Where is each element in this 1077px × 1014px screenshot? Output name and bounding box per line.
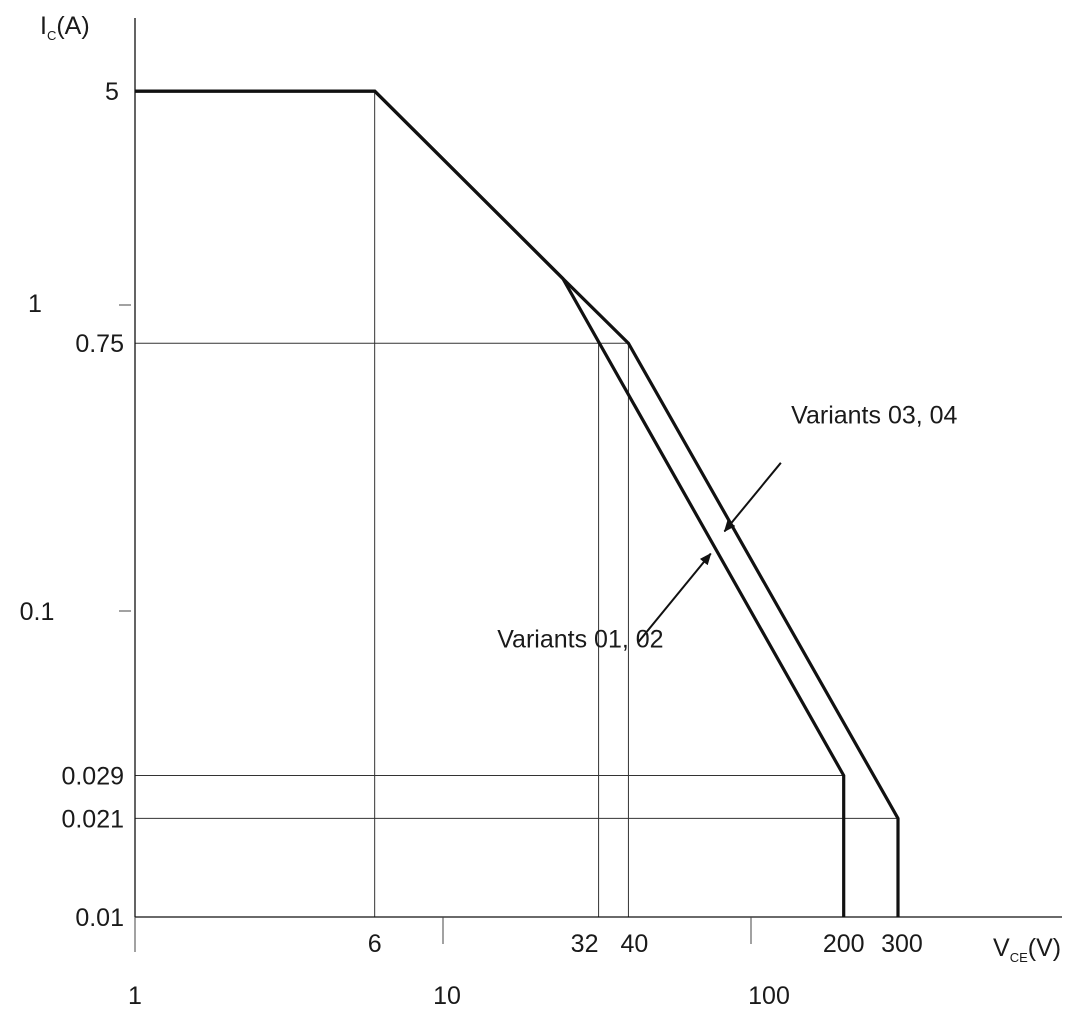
y-tick-label: 0.75 [75,330,124,358]
annotation-label: Variants 03, 04 [791,401,957,429]
series [135,89,900,917]
x-tick-label-decade: 100 [748,982,790,1010]
tick-labels: 5 1 0.75 0.1 0.029 0.021 0.01 6 32 40 200 300 1 10 100 [20,78,923,1010]
annotation-arrow [723,462,782,533]
y-tick-label: 0.01 [75,904,124,932]
x-tick-label: 6 [368,930,382,958]
y-tick-label: 0.029 [61,763,124,791]
y-tick-label: 0.1 [20,598,55,626]
x-tick-label: 200 [823,930,865,958]
annotation-arrow [637,552,712,643]
y-tick-label: 1 [28,290,42,318]
series-line-variants-01-02 [135,89,846,917]
x-tick-label: 32 [571,930,599,958]
reference-lines [135,91,898,917]
y-tick-label: 0.021 [61,805,124,833]
x-tick-label-decade: 10 [433,982,461,1010]
x-tick-label: 40 [621,930,649,958]
x-axis-title: VCE(V) [993,934,1061,965]
y-axis-title: IC(A) [40,12,90,43]
annotation-label: Variants 01, 02 [497,625,663,653]
annotations: Variants 03, 04 Variants 01, 02 [497,401,957,653]
y-tick-label: 5 [105,78,119,106]
series-line-variants-03-04 [135,89,900,917]
axes [119,18,1062,952]
x-tick-label-decade: 1 [128,982,142,1010]
x-tick-label: 300 [881,930,923,958]
